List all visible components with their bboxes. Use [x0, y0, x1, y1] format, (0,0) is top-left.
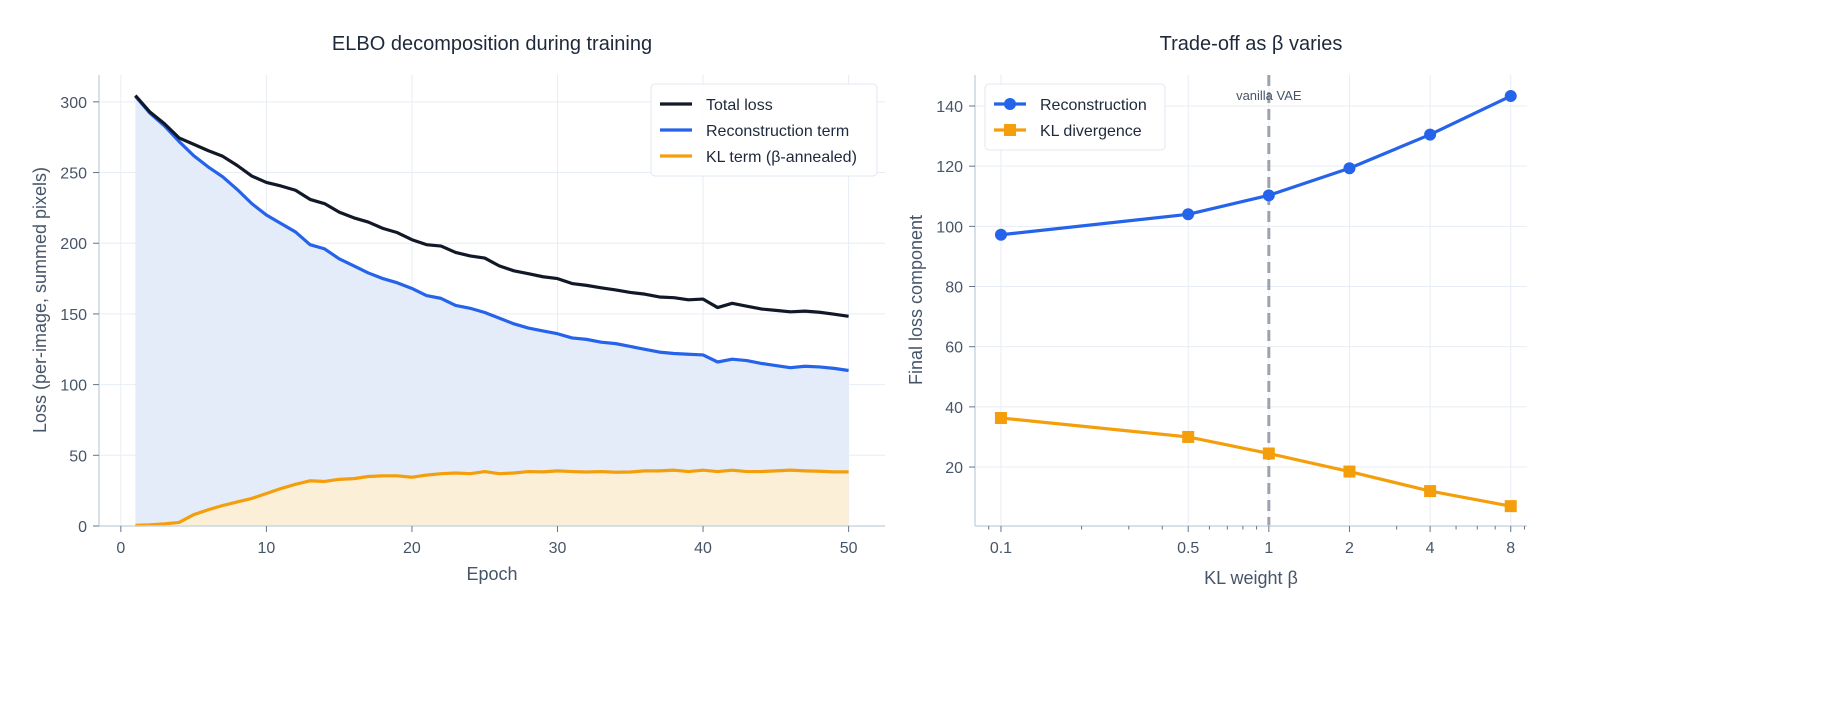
legend-box [650, 83, 878, 177]
series-line-0 [134, 94, 849, 318]
y-tick-label: 80 [945, 280, 963, 297]
data-point [1343, 162, 1356, 175]
y-tick-label: 120 [936, 159, 963, 176]
data-point [1504, 90, 1517, 103]
legend-box [984, 83, 1166, 151]
y-tick-label: 300 [60, 95, 87, 112]
annotation-label: vanilla VAE [1236, 88, 1302, 103]
series-line-1 [134, 95, 849, 373]
y-tick-label: 0 [78, 519, 87, 536]
data-point [1182, 208, 1195, 221]
data-point [1424, 128, 1437, 141]
legend-marker [1004, 98, 1016, 110]
y-axis-label: Loss (per-image, summed pixels) [30, 167, 50, 433]
x-tick-label: 0.5 [1177, 540, 1199, 557]
x-tick-label: 2 [1345, 540, 1354, 557]
y-tick-label: 140 [936, 99, 963, 116]
chart-title: Trade-off as β varies [1160, 33, 1343, 55]
data-point [1262, 447, 1275, 460]
x-axis-label: Epoch [466, 564, 517, 584]
x-tick-label: 40 [694, 540, 712, 557]
legend-label: KL divergence [1040, 123, 1142, 140]
y-tick-label: 20 [945, 460, 963, 477]
data-point [1262, 189, 1275, 202]
y-tick-label: 100 [60, 378, 87, 395]
y-tick-label: 40 [945, 400, 963, 417]
data-point [1504, 500, 1517, 513]
data-point [1343, 465, 1356, 478]
x-tick-label: 50 [840, 540, 858, 557]
data-point [1182, 430, 1195, 443]
legend-label: KL term (β-annealed) [706, 149, 857, 166]
series-line-0 [1000, 94, 1512, 237]
series-line-2 [135, 468, 849, 527]
chart-title: ELBO decomposition during training [332, 33, 652, 55]
beta-tradeoff-chart: Trade-off as β varies KL weight β Final … [906, 33, 1527, 588]
y-axis-label: Final loss component [906, 215, 926, 385]
x-tick-label: 0 [116, 540, 125, 557]
x-tick-label: 0.1 [990, 540, 1012, 557]
series-line-1 [1000, 416, 1512, 508]
area-fill-1 [135, 96, 849, 526]
area-fill-2 [135, 470, 849, 526]
legend-label: Reconstruction term [706, 123, 849, 140]
legend: Reconstruction KL divergence [984, 83, 1166, 151]
data-point [1424, 485, 1437, 498]
legend-marker [1004, 124, 1016, 136]
y-tick-label: 60 [945, 340, 963, 357]
x-tick-label: 10 [257, 540, 275, 557]
data-point [994, 411, 1007, 424]
data-point [994, 228, 1007, 241]
x-tick-label: 8 [1506, 540, 1515, 557]
y-tick-label: 50 [69, 448, 87, 465]
x-axis-label: KL weight β [1204, 568, 1298, 588]
legend: Total loss Reconstruction term KL term (β-… [650, 83, 878, 177]
y-tick-label: 150 [60, 307, 87, 324]
y-tick-label: 200 [60, 236, 87, 253]
x-tick-label: 1 [1264, 540, 1273, 557]
x-tick-label: 30 [549, 540, 567, 557]
legend-label: Reconstruction [1040, 97, 1147, 114]
elbo-chart: ELBO decomposition during training Epoch… [30, 33, 885, 584]
y-tick-label: 250 [60, 166, 87, 183]
legend-label: Total loss [706, 97, 773, 114]
x-tick-label: 4 [1426, 540, 1435, 557]
y-tick-label: 100 [936, 219, 963, 236]
x-tick-label: 20 [403, 540, 421, 557]
